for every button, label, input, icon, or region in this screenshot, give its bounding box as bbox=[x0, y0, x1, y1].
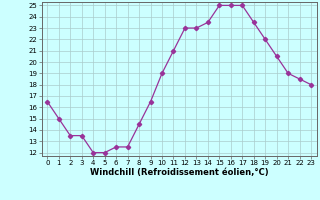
X-axis label: Windchill (Refroidissement éolien,°C): Windchill (Refroidissement éolien,°C) bbox=[90, 168, 268, 177]
